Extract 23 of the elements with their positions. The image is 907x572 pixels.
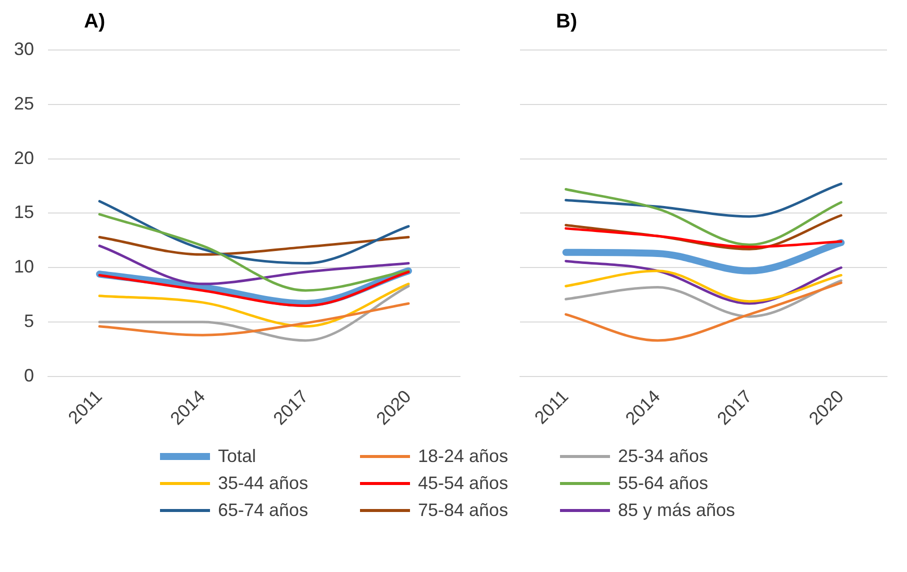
y-tick-label: 25	[14, 93, 34, 114]
y-tick-label: 0	[24, 365, 34, 386]
chart-title: A)	[84, 10, 106, 33]
y-tick-label: 5	[24, 310, 34, 331]
legend-label: 35-44 años	[218, 473, 308, 494]
line-series	[98, 200, 410, 265]
y-tick-label: 10	[14, 256, 34, 277]
y-tick-label: 15	[14, 202, 34, 222]
legend-label: 55-64 años	[618, 473, 708, 494]
y-tick-label: 30	[14, 38, 34, 59]
legend-label: Total	[218, 446, 256, 467]
chart-title: B)	[556, 10, 578, 33]
line-series	[98, 213, 410, 292]
y-tick-label: 20	[14, 148, 34, 168]
legend-label: 18-24 años	[418, 446, 508, 467]
line-series	[98, 244, 410, 286]
line-series	[98, 302, 410, 336]
legend-label: 65-74 años	[218, 500, 308, 521]
legend-label: 85 y más años	[618, 500, 736, 521]
line-series	[98, 282, 410, 328]
legend-label: 75-84 años	[418, 500, 508, 521]
legend-label: 45-54 años	[418, 473, 508, 494]
legend-label: 25-34 años	[618, 446, 708, 467]
